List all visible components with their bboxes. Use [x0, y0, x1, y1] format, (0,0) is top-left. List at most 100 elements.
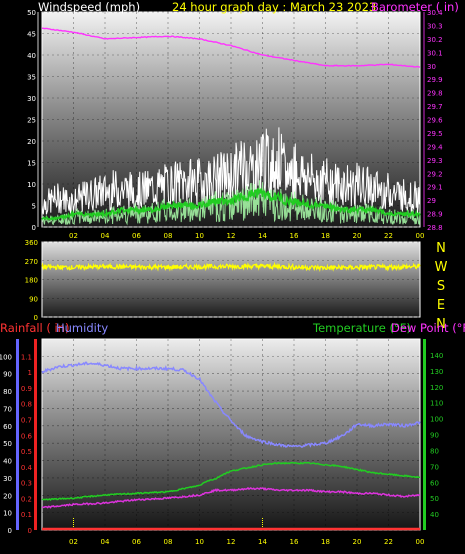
temperature-tick-label: 120 — [430, 384, 443, 392]
barometer-tick-label: 29.8 — [427, 90, 443, 98]
hour-tick-label: 20 — [353, 538, 362, 546]
hour-tick-label: 14 — [258, 538, 267, 546]
direction-tick-label: 270 — [25, 258, 38, 266]
direction-tick-label: 0 — [34, 314, 38, 322]
humidity-tick-label: 70 — [3, 405, 12, 413]
humidity-tick-label: 50 — [3, 440, 12, 448]
rainfall-tick-label: 0.9 — [21, 385, 32, 393]
dewpoint-axis-title: Dew Point (°F) — [391, 321, 465, 335]
humidity-tick-label: 20 — [3, 492, 12, 500]
humidity-tick-label: 30 — [3, 475, 12, 483]
barometer-tick-label: 30.4 — [427, 9, 443, 17]
chart-title: 24 hour graph day : March 23 2023 — [172, 0, 376, 14]
barometer-tick-label: 29.3 — [427, 157, 443, 165]
windspeed-tick-label: 15 — [27, 160, 36, 168]
compass-label: E — [437, 298, 445, 313]
rainfall-tick-label: 0.5 — [21, 448, 32, 456]
rainfall-tick-label: 1.1 — [21, 353, 32, 361]
rainfall-tick-label: 0.8 — [21, 401, 32, 409]
temperature-tick-label: 140 — [430, 352, 443, 360]
humidity-tick-label: 90 — [3, 371, 12, 379]
avg-wind-line — [41, 188, 421, 222]
hour-tick-label: 12 — [227, 538, 236, 546]
barometer-tick-label: 29.6 — [427, 117, 443, 125]
temperature-tick-label: 130 — [430, 368, 443, 376]
windspeed-axis-title: Windspeed (mph) — [38, 0, 140, 14]
hour-tick-label: 20 — [353, 232, 362, 240]
windspeed-tick-label: 45 — [27, 31, 36, 39]
hour-tick-label: 10 — [195, 538, 204, 546]
windspeed-tick-label: 50 — [27, 9, 36, 17]
hour-tick-label: 08 — [164, 538, 173, 546]
hour-tick-label: 16 — [290, 538, 299, 546]
barometer-tick-label: 29.4 — [427, 143, 443, 151]
hour-tick-label: 18 — [321, 538, 330, 546]
rainfall-tick-label: 1 — [28, 369, 32, 377]
barometer-tick-label: 30 — [427, 63, 436, 71]
rainfall-tick-label: 0.3 — [21, 480, 32, 488]
rainfall-tick-label: 0.2 — [21, 495, 32, 503]
humidity-tick-label: 60 — [3, 423, 12, 431]
barometer-tick-label: 29.7 — [427, 103, 443, 111]
barometer-tick-label: 29.2 — [427, 170, 443, 178]
windspeed-tick-label: 10 — [27, 181, 36, 189]
windspeed-tick-label: 40 — [27, 52, 36, 60]
hour-tick-label: 06 — [132, 232, 141, 240]
temperature-line — [41, 461, 420, 502]
windspeed-tick-label: 5 — [32, 203, 36, 211]
barometer-tick-label: 28.8 — [427, 224, 443, 232]
direction-tick-label: 90 — [29, 295, 38, 303]
humidity-tick-label: 80 — [3, 388, 12, 396]
barometer-tick-label: 29.1 — [427, 184, 443, 192]
temperature-axis-bar — [423, 339, 426, 530]
humidity-line — [41, 361, 421, 448]
hour-tick-label: 18 — [321, 232, 330, 240]
hour-tick-label: 16 — [290, 232, 299, 240]
temperature-tick-label: 100 — [430, 416, 443, 424]
hour-tick-label: 08 — [164, 232, 173, 240]
barometer-axis-title: Barometer ( in) — [371, 0, 459, 14]
wind-light-line — [41, 180, 421, 226]
barometer-tick-label: 30.3 — [427, 22, 443, 30]
direction-tick-label: 180 — [25, 277, 38, 285]
direction-tick-label: 360 — [25, 239, 38, 247]
dewpoint-line — [42, 486, 420, 509]
rainfall-tick-label: 0.6 — [21, 432, 33, 440]
humidity-tick-label: 0 — [8, 527, 12, 535]
hour-tick-label: 06 — [132, 538, 141, 546]
hour-tick-label: 04 — [101, 538, 110, 546]
temperature-tick-label: 80 — [430, 447, 439, 455]
hour-tick-label: 00 — [416, 232, 425, 240]
windspeed-tick-label: 35 — [27, 74, 36, 82]
gust-line — [41, 127, 421, 215]
hour-tick-label: 12 — [227, 232, 236, 240]
windspeed-tick-label: 20 — [27, 138, 36, 146]
wind-barometer-panel: 0 5 10 15 20 25 30 35 40 45 50 28.8 28.9 29 29.1 29.2 2… — [27, 0, 459, 240]
humidity-tick-label: 100 — [0, 353, 12, 361]
windspeed-tick-label: 0 — [32, 224, 36, 232]
hour-tick-label: 10 — [195, 232, 204, 240]
barometer-tick-label: 30.2 — [427, 36, 443, 44]
hour-tick-label: 04 — [101, 232, 110, 240]
barometer-tick-label: 29 — [427, 197, 436, 205]
hour-tick-label: 02 — [69, 232, 78, 240]
windspeed-tick-label: 30 — [27, 95, 36, 103]
humidity-tick-label: 10 — [3, 510, 12, 518]
rainfall-tick-label: 0.1 — [21, 511, 32, 519]
humidity-tick-label: 40 — [3, 458, 12, 466]
temperature-tick-label: 70 — [430, 463, 439, 471]
temperature-tick-label: 50 — [430, 495, 439, 503]
hour-tick-label: 02 — [69, 538, 78, 546]
rainfall-tick-label: 0 — [28, 527, 32, 535]
rainfall-axis-title: Rainfall ( in) — [0, 321, 70, 335]
hour-tick-label: 22 — [384, 232, 393, 240]
temperature-tick-label: 110 — [430, 400, 443, 408]
compass-label: N — [436, 241, 446, 256]
humidity-axis-title: Humidity — [56, 321, 108, 335]
humidity-axis-bar — [16, 339, 19, 530]
windspeed-tick-label: 25 — [27, 117, 36, 125]
barometer-tick-label: 28.9 — [427, 211, 443, 219]
compass-label: W — [435, 260, 448, 275]
